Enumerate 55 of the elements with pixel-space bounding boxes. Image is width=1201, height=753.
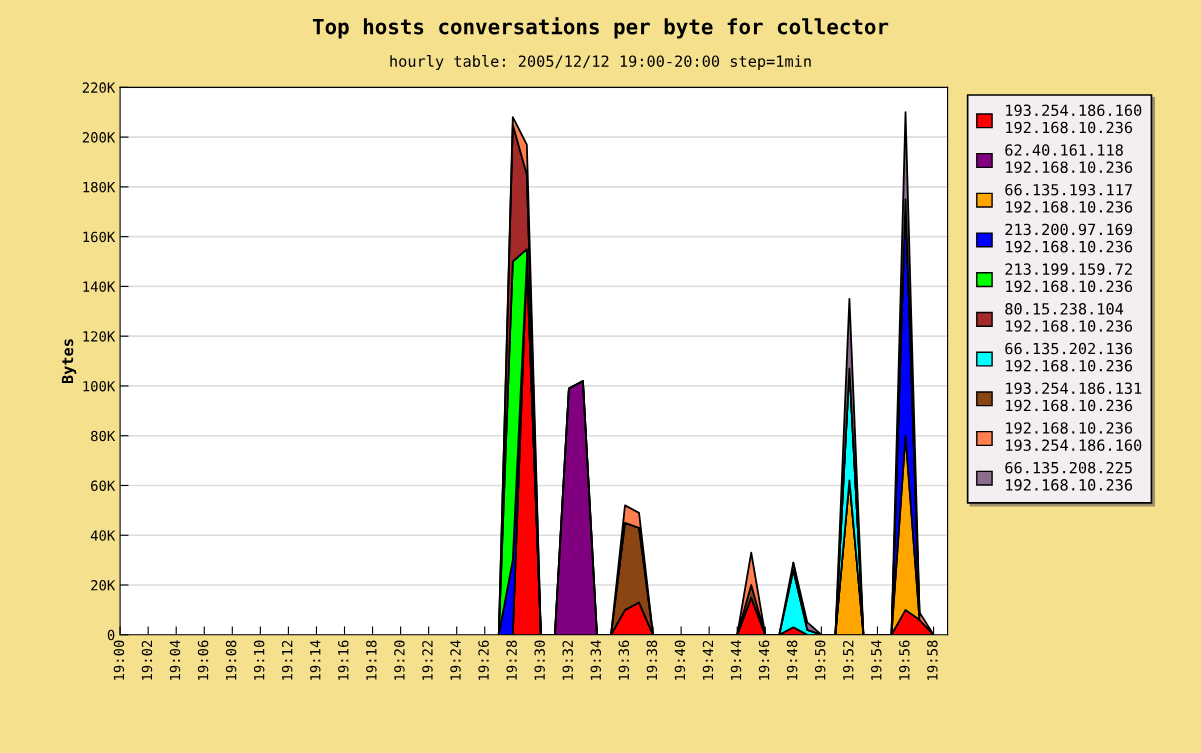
x-tick-label: 19:02 — [141, 640, 153, 680]
x-tick-label: 19:06 — [197, 640, 209, 680]
x-tick-label: 19:16 — [338, 640, 349, 680]
x-tick-label: 19:50 — [814, 640, 826, 680]
x-tick-label: 19:30 — [534, 640, 545, 680]
legend-label: 66.135.193.117 192.168.10.236 — [1005, 183, 1133, 213]
x-tick-label: 19:10 — [253, 640, 265, 680]
x-tick-label: 19:00 — [113, 640, 125, 680]
legend-label: 193.254.186.160 192.168.10.236 — [1006, 104, 1142, 134]
chart-subtitle: hourly table: 2005/12/12 19:00-20:00 step=1min — [390, 55, 811, 70]
x-tick-label: 19:40 — [674, 640, 686, 680]
y-tick-label: 200K — [82, 132, 116, 143]
x-tick-label: 19:08 — [225, 640, 237, 680]
x-tick-label: 19:48 — [786, 640, 798, 680]
x-tick-label: 19:44 — [730, 640, 742, 680]
x-tick-label: 19:20 — [394, 640, 405, 680]
x-tick-label: 19:32 — [562, 640, 573, 680]
y-tick-label: 220K — [82, 82, 116, 93]
y-axis-title: Bytes — [61, 339, 77, 384]
x-tick-label: 19:38 — [646, 640, 658, 680]
y-tick-label: 60K — [91, 480, 116, 491]
y-tick-label: 140K — [83, 281, 116, 292]
legend-label: 62.40.161.118 192.168.10.236 — [1005, 144, 1133, 173]
legend-label: 193.254.186.131 192.168.10.236 — [1006, 382, 1142, 412]
x-tick-label: 19:28 — [506, 640, 517, 680]
legend-label: 192.168.10.236 193.254.186.160 — [1006, 422, 1142, 451]
x-tick-label: 19:26 — [478, 640, 489, 680]
x-tick-label: 19:12 — [281, 640, 293, 680]
legend-label: 213.199.159.72 192.168.10.236 — [1005, 263, 1133, 293]
x-tick-label: 19:36 — [618, 640, 630, 680]
y-tick-label: 160K — [83, 231, 116, 243]
legend-label: 213.200.97.169 192.168.10.236 — [1005, 223, 1133, 253]
y-tick-label: 40K — [90, 530, 116, 541]
y-tick-label: 100K — [83, 380, 116, 392]
chart-title: Top hosts conversations per byte for collector — [312, 17, 889, 39]
y-tick-label: 80K — [91, 430, 116, 442]
x-tick-label: 19:56 — [899, 640, 910, 680]
x-tick-label: 19:58 — [927, 640, 938, 680]
x-tick-label: 19:34 — [590, 640, 602, 680]
y-tick-label: 180K — [83, 181, 116, 193]
legend-label: 66.135.202.136 192.168.10.236 — [1005, 342, 1133, 372]
x-tick-label: 19:22 — [422, 640, 433, 680]
x-tick-label: 19:52 — [842, 640, 854, 680]
x-tick-label: 19:54 — [871, 640, 882, 680]
x-tick-label: 19:18 — [366, 640, 377, 680]
y-tick-label: 0 — [107, 629, 115, 641]
legend-label: 80.15.238.104 192.168.10.236 — [1005, 303, 1133, 332]
y-tick-label: 20K — [91, 580, 116, 591]
x-tick-label: 19:14 — [310, 640, 321, 680]
x-tick-label: 19:42 — [702, 640, 714, 680]
y-tick-label: 120K — [83, 331, 116, 342]
x-tick-label: 19:46 — [758, 640, 770, 680]
x-tick-label: 19:24 — [450, 640, 461, 680]
x-tick-label: 19:04 — [169, 640, 181, 680]
legend-label: 66.135.208.225 192.168.10.236 — [1005, 461, 1133, 491]
